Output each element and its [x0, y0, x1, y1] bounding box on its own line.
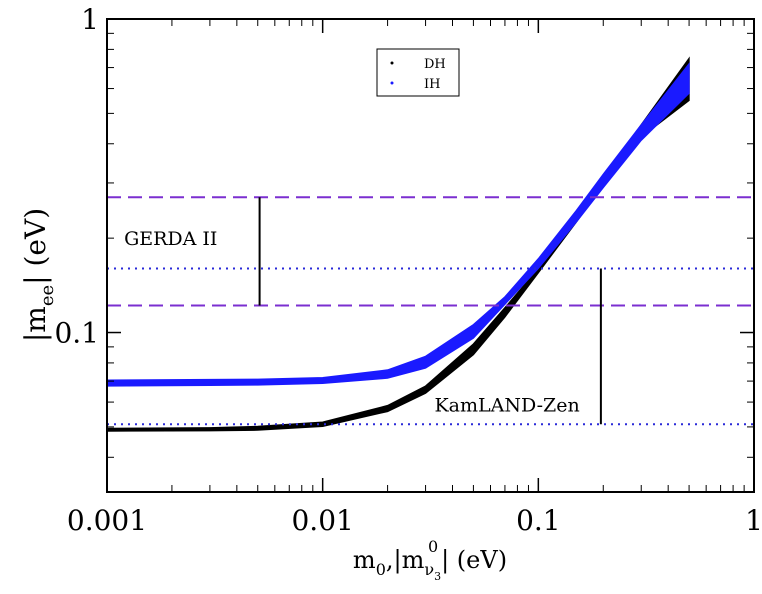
legend: DH IH: [376, 48, 460, 97]
legend-box: [376, 48, 460, 97]
y-label-post: | (eV): [19, 208, 52, 285]
y-label-sub: ee: [37, 285, 58, 306]
axis-ticks: 0.001 0.01 0.1 1 0.1 1: [54, 3, 762, 537]
y-tick-label: 0.1: [54, 317, 99, 350]
annotation-label-0: GERDA II: [124, 228, 217, 250]
legend-marker-ih: [390, 81, 394, 85]
x-tick-label: 0.01: [291, 504, 353, 537]
annotation-label-1: KamLAND-Zen: [434, 394, 579, 416]
x-label-sub3: 3: [434, 570, 441, 583]
x-tick-label: 0.001: [67, 504, 147, 537]
x-label-m: m: [353, 546, 376, 574]
legend-label-dh: DH: [424, 57, 446, 72]
x-axis-label: m0,|mν3| (eV): [353, 546, 507, 583]
x-label-nu: ν: [424, 560, 434, 579]
x-tick-label: 0.1: [516, 504, 561, 537]
x-label-end: | (eV): [441, 546, 507, 575]
legend-label-ih: IH: [424, 77, 440, 92]
data-bands: [107, 56, 690, 432]
series-band-ih: [107, 61, 690, 387]
y-axis-label: |mee| (eV): [19, 208, 58, 342]
plot-frame: [106, 18, 755, 493]
legend-marker-dh: [390, 61, 394, 65]
y-tick-label: 1: [81, 3, 99, 36]
x-label-mid: ,|m: [386, 546, 425, 575]
y-label-pre: |m: [19, 306, 52, 342]
x-label-sub0: 0: [376, 560, 386, 579]
reference-lines: [107, 196, 754, 426]
annotations: GERDA II KamLAND-Zen: [124, 197, 602, 425]
x-tick-label: 1: [745, 504, 762, 537]
x-label-sup: 0: [428, 537, 438, 556]
series-band-dh: [107, 56, 690, 432]
